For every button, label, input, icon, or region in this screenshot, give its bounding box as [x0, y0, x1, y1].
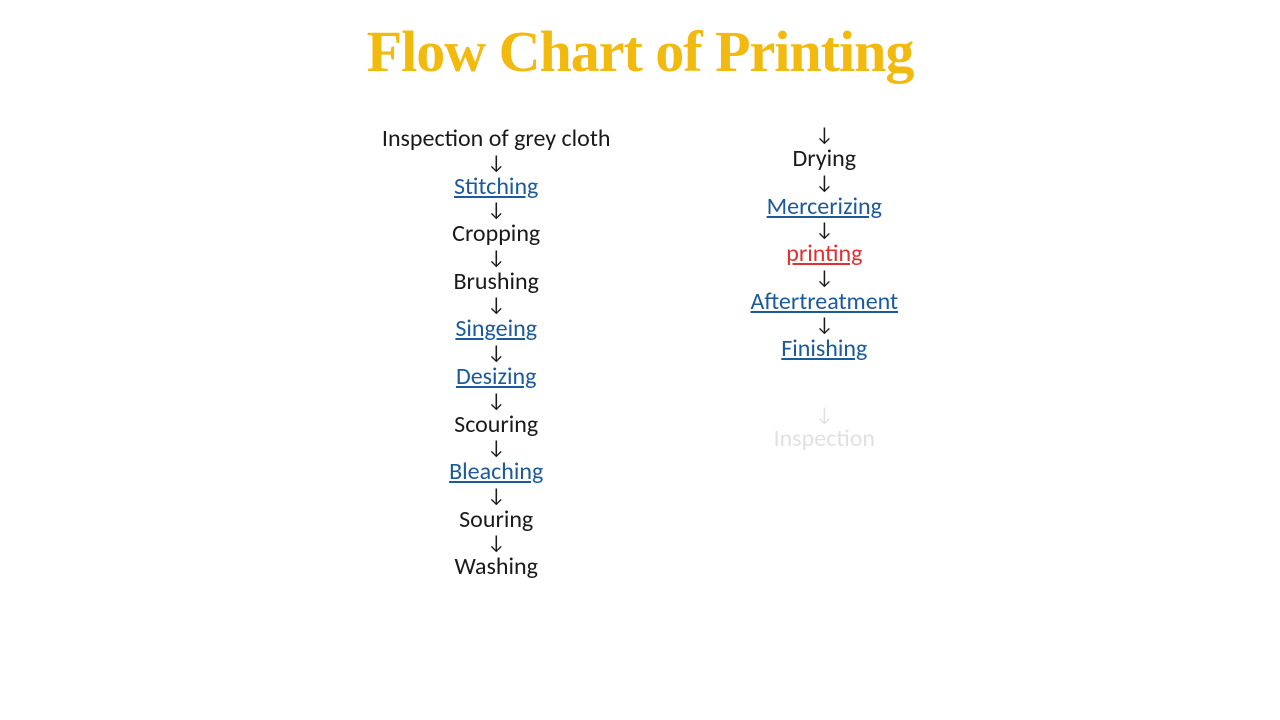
- flow-arrow-icon: ↓: [487, 295, 505, 315]
- page-title: Flow Chart of Printing: [0, 0, 1280, 85]
- flow-step: Scouring: [454, 411, 538, 439]
- flow-arrow-icon: ↓: [815, 405, 833, 425]
- flowchart-columns: Inspection of grey cloth↓Stitching↓Cropp…: [0, 125, 1280, 581]
- flow-arrow-icon: ↓: [487, 343, 505, 363]
- flow-step: Aftertreatment: [751, 288, 899, 316]
- flow-step: Stitching: [454, 173, 538, 201]
- flow-step: Desizing: [456, 363, 537, 391]
- flowchart-column-left: Inspection of grey cloth↓Stitching↓Cropp…: [382, 125, 611, 581]
- flow-arrow-icon: ↓: [815, 315, 833, 335]
- flow-step: Washing: [454, 553, 537, 581]
- flow-step: Brushing: [453, 268, 538, 296]
- flow-arrow-icon: ↓: [487, 153, 505, 173]
- flow-step: Mercerizing: [767, 193, 882, 221]
- flow-step: Finishing: [781, 335, 867, 363]
- flow-arrow-icon: ↓: [487, 533, 505, 553]
- flow-arrow-icon: ↓: [487, 391, 505, 411]
- flow-step: Inspection: [774, 425, 875, 453]
- flow-step: Cropping: [452, 220, 540, 248]
- flow-step: Drying: [793, 145, 857, 173]
- flow-step: printing: [786, 240, 862, 268]
- flow-step: Souring: [459, 506, 533, 534]
- flow-arrow-icon: ↓: [815, 173, 833, 193]
- flow-arrow-icon: ↓: [487, 486, 505, 506]
- flow-arrow-icon: ↓: [815, 220, 833, 240]
- flow-step: Singeing: [455, 315, 537, 343]
- flow-step: Bleaching: [449, 458, 543, 486]
- flow-step: Inspection of grey cloth: [382, 125, 611, 153]
- flow-arrow-icon: ↓: [487, 248, 505, 268]
- flow-arrow-icon: ↓: [815, 268, 833, 288]
- flow-arrow-icon: ↓: [487, 438, 505, 458]
- flowchart-column-right: ↓Drying↓Mercerizing↓printing↓Aftertreatm…: [751, 125, 899, 581]
- flow-arrow-icon: ↓: [487, 200, 505, 220]
- flow-arrow-icon: ↓: [815, 125, 833, 145]
